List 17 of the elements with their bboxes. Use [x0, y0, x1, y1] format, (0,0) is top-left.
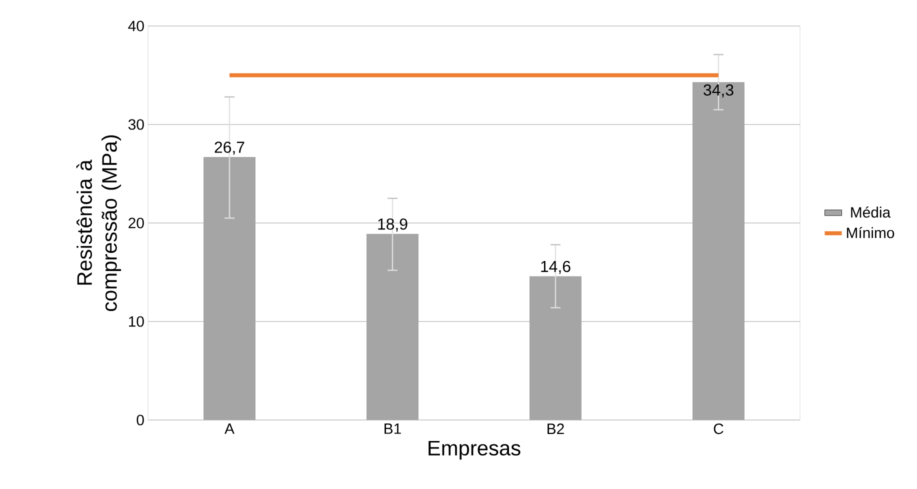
y-axis-title: Resistência à compressão (MPa) [76, 135, 122, 312]
y-tick-label: 0 [136, 414, 144, 426]
y-tick-label: 20 [128, 218, 144, 228]
data-label: 18,9 [378, 218, 408, 232]
data-label: 14,6 [541, 260, 570, 274]
data-label: 26,7 [214, 142, 244, 155]
x-tick-label: C [714, 424, 724, 434]
y-tick-label: 30 [128, 119, 144, 130]
legend-label: Mínimo [846, 226, 894, 238]
x-tick-label: A [224, 424, 234, 434]
x-tick-label: B2 [548, 424, 564, 434]
legend-label: Média [851, 206, 891, 218]
x-axis-title: Empresas [428, 440, 520, 460]
x-tick-label: B1 [384, 424, 401, 434]
data-label: 34,3 [704, 84, 734, 98]
y-tick-label: 10 [129, 316, 144, 327]
y-tick-label: 40 [128, 20, 144, 32]
